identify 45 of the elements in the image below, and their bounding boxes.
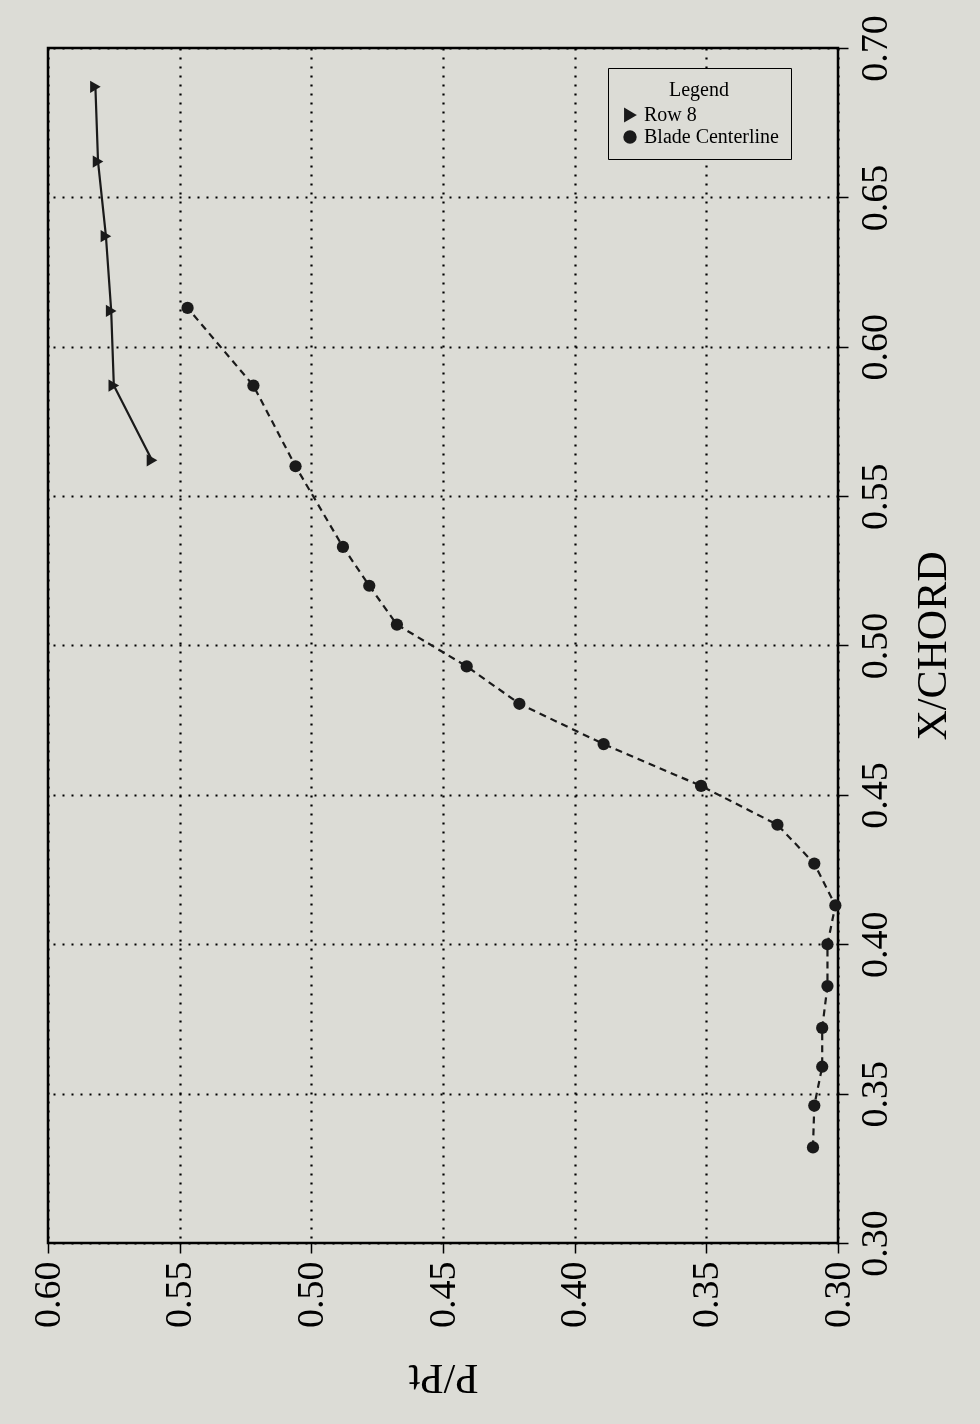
y-tick-label: 0.70 xyxy=(852,15,895,82)
point xyxy=(90,80,101,93)
point xyxy=(390,618,404,631)
point xyxy=(771,818,784,831)
point xyxy=(247,379,260,392)
point xyxy=(289,460,302,473)
point xyxy=(336,540,350,554)
point xyxy=(513,697,526,710)
y-tick-label: 0.35 xyxy=(852,1060,895,1128)
y-tick-label: 0.30 xyxy=(852,1210,895,1277)
y-tick-label: 0.55 xyxy=(852,463,895,530)
point xyxy=(816,1021,829,1035)
point xyxy=(181,301,194,315)
x-tick-label: 0.50 xyxy=(288,1261,331,1328)
point xyxy=(597,737,610,751)
y-tick-label: 0.60 xyxy=(852,314,895,381)
point xyxy=(108,379,120,392)
point xyxy=(816,1060,829,1073)
x-tick-label: 0.45 xyxy=(420,1261,463,1328)
point xyxy=(92,155,104,168)
x-tick-label: 0.35 xyxy=(683,1261,726,1328)
legend-label: Row 8 xyxy=(644,103,697,125)
y-tick-label: 0.45 xyxy=(852,762,895,829)
point xyxy=(363,579,376,592)
y-tick-label: 0.65 xyxy=(852,164,895,232)
y-tick-label: 0.50 xyxy=(852,612,895,680)
legend-title: Legend xyxy=(669,78,729,101)
point xyxy=(105,304,117,318)
x-axis-title: P/Pt xyxy=(408,1356,479,1402)
point xyxy=(808,1099,821,1112)
point xyxy=(146,454,158,467)
y-tick-label: 0.40 xyxy=(852,911,895,978)
point xyxy=(806,1141,820,1154)
y-axis-title: X/CHORD xyxy=(908,551,955,741)
x-tick-label: 0.40 xyxy=(552,1261,595,1328)
point xyxy=(829,899,842,912)
point xyxy=(694,779,708,793)
point xyxy=(100,230,112,243)
x-tick-label: 0.60 xyxy=(25,1261,68,1328)
legend-label: Blade Centerline xyxy=(644,125,780,147)
point xyxy=(821,938,834,951)
point xyxy=(821,979,834,993)
point xyxy=(460,660,473,673)
x-tick-label: 0.55 xyxy=(157,1261,200,1328)
point xyxy=(808,857,821,870)
